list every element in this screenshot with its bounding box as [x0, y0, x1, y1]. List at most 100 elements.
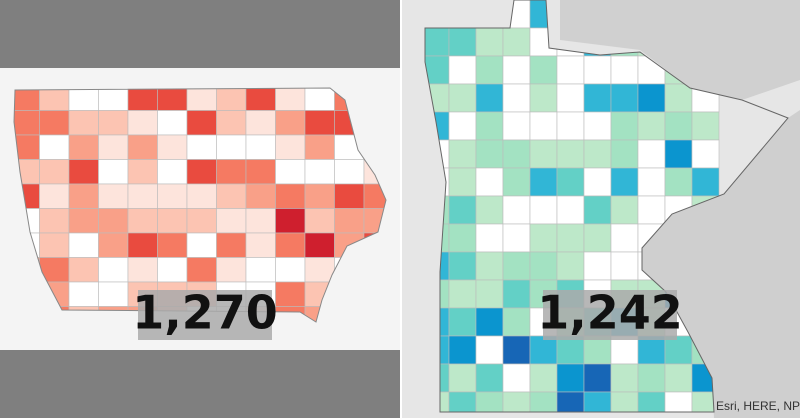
county: [275, 232, 306, 258]
county: [556, 335, 585, 365]
county: [39, 134, 70, 160]
county: [583, 335, 612, 365]
county: [216, 183, 247, 209]
county: [98, 232, 129, 258]
county: [216, 134, 247, 160]
county: [691, 111, 720, 141]
county: [334, 208, 365, 234]
county: [448, 335, 477, 365]
county: [583, 111, 612, 141]
county: [334, 183, 365, 209]
county: [448, 251, 477, 281]
count-box: [138, 290, 272, 340]
bottom-band: [0, 350, 400, 418]
county: [637, 363, 666, 393]
county: [448, 27, 477, 57]
land: [642, 110, 800, 418]
county: [610, 251, 639, 281]
county: [475, 83, 504, 113]
county: [304, 159, 335, 185]
county: [583, 139, 612, 169]
county: [186, 257, 217, 283]
county: [304, 257, 335, 283]
county: [529, 223, 558, 253]
county: [68, 134, 99, 160]
county: [98, 110, 129, 136]
county: [186, 183, 217, 209]
county: [529, 335, 558, 365]
county: [664, 363, 693, 393]
county: [529, 111, 558, 141]
county: [610, 83, 639, 113]
county: [448, 363, 477, 393]
county: [475, 27, 504, 57]
county: [529, 251, 558, 281]
county: [334, 159, 365, 185]
county: [245, 88, 276, 111]
county: [664, 139, 693, 169]
county: [157, 257, 188, 283]
county: [583, 167, 612, 197]
county: [475, 251, 504, 281]
county: [216, 159, 247, 185]
county: [127, 110, 158, 136]
county: [157, 88, 188, 111]
county: [583, 55, 612, 85]
county: [475, 307, 504, 337]
county: [583, 195, 612, 225]
county: [245, 232, 276, 258]
county: [610, 363, 639, 393]
county: [610, 223, 639, 253]
county: [68, 281, 99, 307]
county: [556, 167, 585, 197]
land: [560, 0, 800, 100]
county: [186, 232, 217, 258]
county: [529, 195, 558, 225]
county: [157, 232, 188, 258]
county: [245, 208, 276, 234]
county: [475, 139, 504, 169]
county: [448, 279, 477, 309]
county: [245, 257, 276, 283]
county: [664, 83, 693, 113]
county: [304, 134, 335, 160]
county: [275, 183, 306, 209]
county: [127, 159, 158, 185]
county: [216, 88, 247, 111]
county: [637, 139, 666, 169]
county: [304, 110, 335, 136]
county: [475, 335, 504, 365]
county: [475, 363, 504, 393]
iowa-outline: [13, 87, 387, 323]
county: [529, 167, 558, 197]
county: [68, 159, 99, 185]
county: [637, 335, 666, 365]
county: [127, 134, 158, 160]
county: [157, 134, 188, 160]
county: [556, 251, 585, 281]
county: [448, 307, 477, 337]
county: [425, 27, 450, 57]
county: [610, 335, 639, 365]
county: [98, 208, 129, 234]
county: [637, 195, 666, 225]
county: [637, 167, 666, 197]
county: [448, 55, 477, 85]
county: [583, 83, 612, 113]
county: [157, 183, 188, 209]
county: [68, 183, 99, 209]
county: [610, 55, 639, 85]
divider: [400, 0, 402, 418]
county: [583, 251, 612, 281]
top-band: [0, 0, 400, 68]
county: [216, 232, 247, 258]
county: [98, 159, 129, 185]
county: [39, 208, 70, 234]
county: [68, 232, 99, 258]
county: [610, 167, 639, 197]
county: [216, 110, 247, 136]
county: [583, 363, 612, 393]
county: [475, 195, 504, 225]
county: [186, 159, 217, 185]
